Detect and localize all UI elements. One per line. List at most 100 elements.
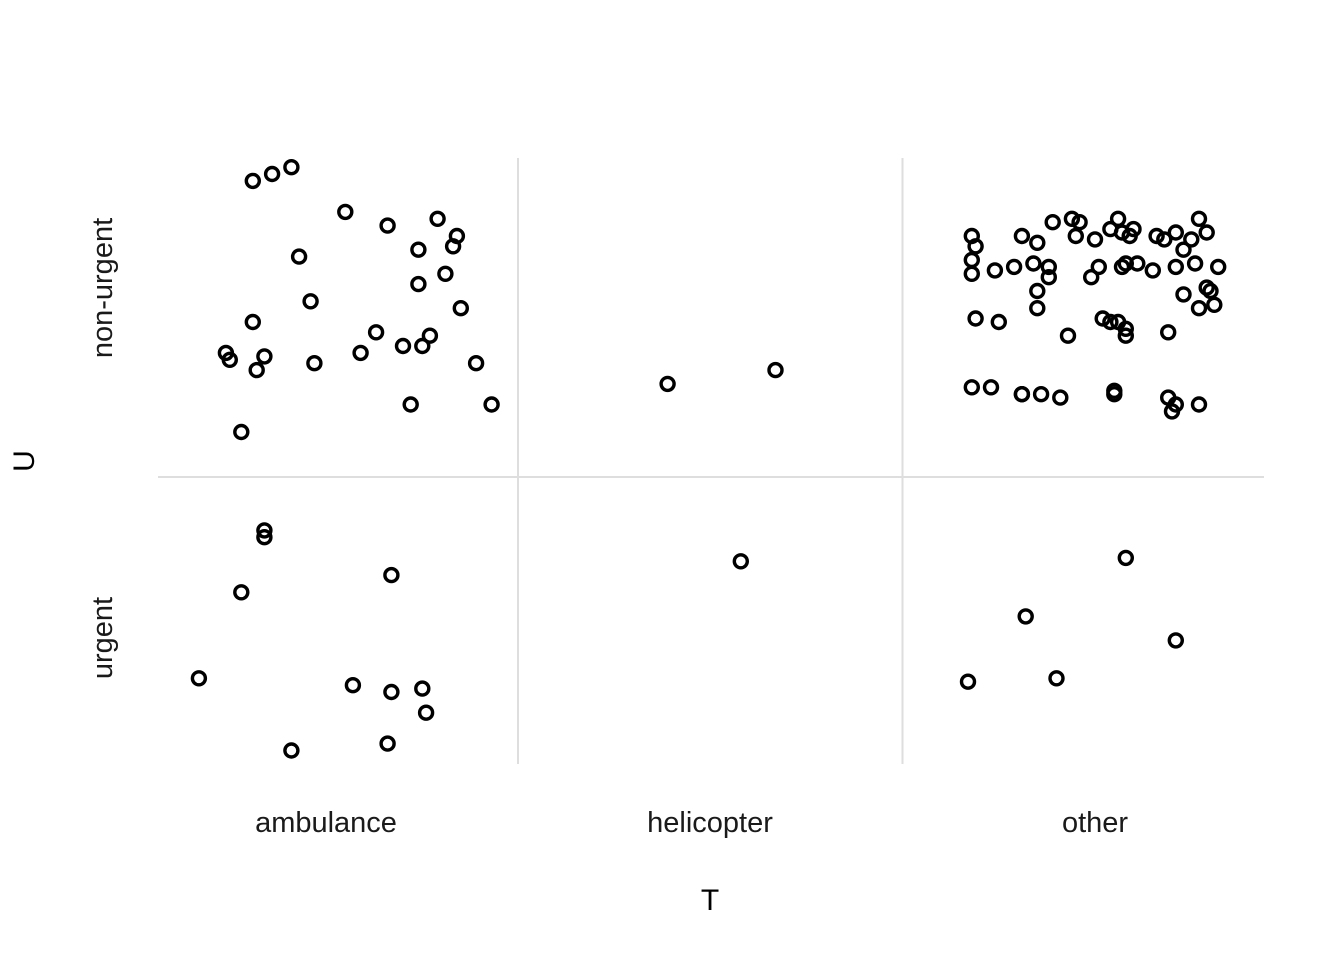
data-point bbox=[417, 704, 435, 721]
data-point bbox=[963, 379, 980, 396]
y-tick-labels: urgent non-urgent bbox=[87, 218, 119, 679]
data-point bbox=[217, 344, 235, 362]
data-point bbox=[1029, 300, 1046, 317]
data-point bbox=[1190, 210, 1208, 228]
data-point bbox=[1017, 608, 1034, 625]
data-point bbox=[1109, 210, 1127, 228]
data-point bbox=[379, 735, 396, 752]
data-point bbox=[1159, 324, 1177, 341]
data-point bbox=[1117, 320, 1135, 337]
x-tick-label: ambulance bbox=[255, 807, 397, 839]
data-point bbox=[337, 203, 354, 221]
data-point bbox=[1086, 231, 1104, 248]
data-point bbox=[1148, 227, 1165, 245]
data-point bbox=[1117, 327, 1135, 344]
data-point bbox=[1202, 282, 1219, 300]
data-point bbox=[963, 265, 980, 282]
data-point bbox=[233, 584, 250, 601]
data-point bbox=[394, 337, 412, 355]
data-point bbox=[990, 313, 1007, 331]
data-point bbox=[306, 355, 323, 372]
data-point bbox=[1175, 241, 1192, 258]
data-point bbox=[352, 344, 369, 362]
data-point bbox=[256, 348, 273, 365]
data-point bbox=[256, 522, 273, 539]
data-point bbox=[421, 327, 439, 344]
data-point bbox=[283, 742, 300, 759]
data-point bbox=[1186, 255, 1204, 272]
data-point bbox=[467, 355, 485, 372]
data-point bbox=[1063, 210, 1081, 228]
data-point bbox=[1029, 282, 1046, 300]
data-point bbox=[732, 553, 749, 570]
data-point bbox=[256, 529, 273, 546]
data-point bbox=[1121, 227, 1138, 245]
data-point bbox=[1190, 300, 1208, 317]
data-point bbox=[1040, 269, 1058, 286]
data-point bbox=[283, 158, 300, 176]
data-point bbox=[233, 423, 250, 441]
data-point bbox=[379, 217, 396, 234]
data-point bbox=[1198, 224, 1215, 241]
data-point bbox=[1005, 258, 1023, 276]
data-point bbox=[963, 251, 980, 269]
data-point bbox=[248, 361, 265, 379]
data-point bbox=[263, 165, 281, 183]
data-points bbox=[190, 158, 1227, 759]
data-point bbox=[414, 337, 431, 355]
data-point bbox=[483, 396, 500, 413]
data-point bbox=[1048, 670, 1065, 687]
data-point bbox=[1044, 213, 1061, 231]
data-point bbox=[414, 680, 431, 697]
x-tick-label: other bbox=[1062, 807, 1128, 839]
data-point bbox=[1071, 213, 1088, 231]
data-point bbox=[982, 379, 1000, 396]
data-point bbox=[1013, 227, 1031, 245]
data-point bbox=[244, 172, 262, 190]
data-point bbox=[1129, 255, 1146, 272]
data-point bbox=[452, 300, 469, 317]
y-tick-label: urgent bbox=[87, 597, 119, 679]
data-point bbox=[1144, 262, 1162, 279]
data-point bbox=[967, 238, 984, 255]
y-axis-title: U bbox=[8, 450, 41, 472]
y-tick-label: non-urgent bbox=[87, 218, 119, 358]
data-point bbox=[1175, 286, 1192, 303]
data-point bbox=[429, 210, 446, 228]
data-point bbox=[1209, 258, 1227, 276]
data-point bbox=[1025, 255, 1042, 272]
data-point bbox=[244, 313, 262, 331]
data-point bbox=[1102, 313, 1119, 331]
data-point bbox=[1094, 310, 1111, 327]
data-point bbox=[290, 248, 308, 265]
data-point bbox=[1040, 258, 1058, 276]
data-point bbox=[1052, 389, 1069, 406]
data-point bbox=[1059, 327, 1077, 344]
grid-lines bbox=[158, 158, 1264, 764]
data-point bbox=[1029, 234, 1046, 252]
data-point bbox=[1090, 258, 1108, 276]
data-point bbox=[1156, 231, 1173, 248]
data-point bbox=[344, 677, 362, 694]
data-point bbox=[410, 241, 427, 258]
data-point bbox=[190, 670, 208, 687]
data-point bbox=[437, 265, 454, 282]
data-point bbox=[986, 262, 1004, 279]
data-point bbox=[1032, 386, 1050, 403]
data-point bbox=[383, 683, 400, 701]
data-point bbox=[1167, 396, 1185, 413]
data-point bbox=[1167, 224, 1185, 241]
data-point bbox=[1013, 386, 1031, 403]
data-point bbox=[1167, 632, 1185, 649]
data-point bbox=[367, 324, 385, 341]
data-point bbox=[1117, 549, 1135, 567]
data-point bbox=[448, 227, 466, 245]
x-tick-label: helicopter bbox=[647, 807, 773, 839]
data-point bbox=[1167, 258, 1185, 276]
data-point bbox=[1206, 296, 1223, 313]
data-point bbox=[1106, 386, 1123, 403]
data-point bbox=[767, 361, 784, 379]
data-point bbox=[1183, 231, 1200, 248]
data-point bbox=[410, 275, 427, 293]
